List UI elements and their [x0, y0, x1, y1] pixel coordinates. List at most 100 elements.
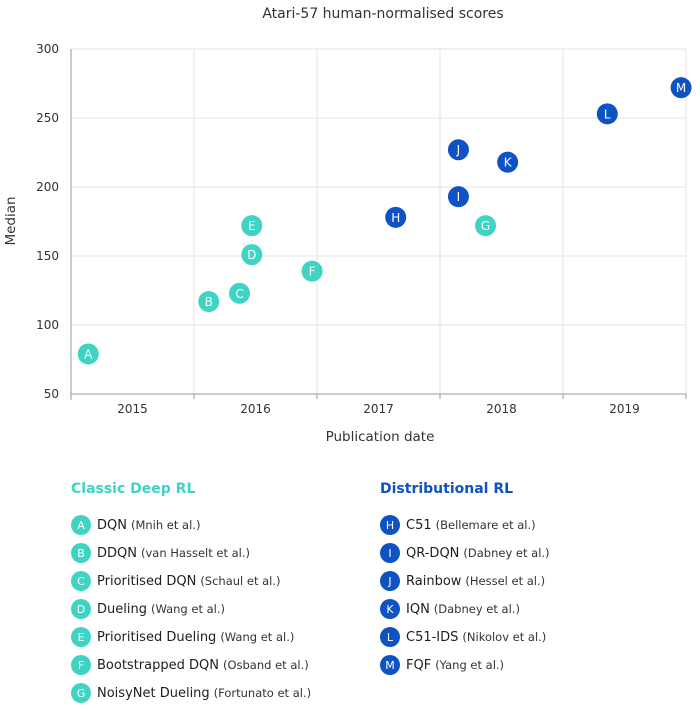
point-marker: [497, 151, 519, 173]
legend-method-name: DQN: [97, 517, 127, 533]
legend-method-name: Bootstrapped DQN: [97, 657, 219, 673]
point-marker: [447, 186, 469, 208]
legend-badge: E: [71, 627, 91, 647]
point-label: G: [481, 219, 490, 233]
data-point-g: G: [475, 215, 497, 237]
legend-title-classic: Classic Deep RL: [71, 481, 196, 497]
point-marker: [241, 244, 263, 266]
legend-authors: (Wang et al.): [150, 602, 226, 616]
legend-method-name: C51-IDS: [406, 629, 459, 645]
point-marker: [670, 77, 692, 99]
legend-item-f: F Bootstrapped DQN (Osband et al.): [71, 651, 311, 679]
y-tick-label: 200: [36, 180, 59, 194]
legend-item-e: E Prioritised Dueling (Wang et al.): [71, 623, 311, 651]
point-marker: [385, 206, 407, 228]
data-points: A B C D E F G H I J K L M: [77, 77, 692, 365]
chart-title: Atari-57 human-normalised scores: [262, 6, 503, 22]
data-point-h: H: [385, 206, 407, 228]
data-point-i: I: [447, 186, 469, 208]
data-point-f: F: [301, 260, 323, 282]
legend-authors: (van Hasselt et al.): [140, 546, 251, 560]
legend-badge: M: [380, 655, 400, 675]
legend-authors: (Osband et al.): [222, 658, 309, 672]
point-label: H: [391, 211, 400, 225]
point-marker: [241, 215, 263, 237]
y-tick-label: 300: [36, 42, 59, 56]
legend-method-name: FQF: [406, 657, 432, 673]
y-tick-label: 100: [36, 318, 59, 332]
legend-method-name: IQN: [406, 601, 430, 617]
legend-method-name: DDQN: [97, 545, 137, 561]
legend-badge: F: [71, 655, 91, 675]
x-axis-label: Publication date: [326, 429, 435, 445]
legend-badge: D: [71, 599, 91, 619]
point-label: M: [676, 81, 686, 95]
legend-item-l: L C51-IDS (Nikolov et al.): [380, 623, 550, 651]
legend-item-b: B DDQN (van Hasselt et al.): [71, 539, 311, 567]
legend-method-name: QR-DQN: [406, 545, 460, 561]
legend-method-name: Dueling: [97, 601, 147, 617]
legend-method-name: NoisyNet Dueling: [97, 685, 210, 701]
point-label: L: [604, 107, 611, 121]
legend-method-name: Prioritised DQN: [97, 573, 197, 589]
legend-badge: B: [71, 543, 91, 563]
legend-item-i: I QR-DQN (Dabney et al.): [380, 539, 550, 567]
point-label: C: [235, 287, 243, 301]
legend-method-name: Rainbow: [406, 573, 462, 589]
scatter-chart: Atari-57 human-normalised scores 50 100 15…: [3, 6, 692, 445]
legend-authors: (Yang et al.): [435, 658, 505, 672]
legend-badge: J: [380, 571, 400, 591]
x-tick-label: 2017: [363, 402, 394, 416]
legend-badge: C: [71, 571, 91, 591]
legend-authors: (Wang et al.): [220, 630, 295, 644]
legend-authors: (Nikolov et al.): [462, 630, 547, 644]
y-tick-label: 50: [44, 387, 59, 401]
data-point-c: C: [229, 282, 251, 304]
point-label: J: [456, 143, 461, 157]
y-tick-label: 150: [36, 249, 59, 263]
legend-classic: A DQN (Mnih et al.) B DDQN (van Hasselt et al…: [71, 511, 311, 707]
point-label: A: [84, 347, 93, 361]
data-point-m: M: [670, 77, 692, 99]
legend-badge: I: [380, 543, 400, 563]
point-label: F: [309, 265, 316, 279]
legend-authors: (Mnih et al.): [130, 518, 201, 532]
legend-badge: H: [380, 515, 400, 535]
legend-badge: G: [71, 683, 91, 703]
y-tick-label: 250: [36, 111, 59, 125]
point-marker: [475, 215, 497, 237]
point-label: E: [248, 219, 256, 233]
data-point-a: A: [77, 343, 99, 365]
legend-authors: (Schaul et al.): [200, 574, 281, 588]
legend-badge: K: [380, 599, 400, 619]
point-marker: [596, 103, 618, 125]
point-marker: [447, 139, 469, 161]
legend-badge: A: [71, 515, 91, 535]
legend-badge: L: [380, 627, 400, 647]
legend-item-h: H C51 (Bellemare et al.): [380, 511, 550, 539]
legend-item-m: M FQF (Yang et al.): [380, 651, 550, 679]
grid: [70, 48, 687, 400]
legend-distributional: H C51 (Bellemare et al.) I QR-DQN (Dabney et …: [380, 511, 550, 679]
legend-authors: (Dabney et al.): [463, 546, 550, 560]
legend-item-k: K IQN (Dabney et al.): [380, 595, 550, 623]
legend-authors: (Bellemare et al.): [435, 518, 536, 532]
point-label: B: [205, 295, 213, 309]
x-tick-label: 2019: [609, 402, 640, 416]
legend-authors: (Dabney et al.): [433, 602, 520, 616]
data-point-e: E: [241, 215, 263, 237]
data-point-j: J: [447, 139, 469, 161]
point-label: D: [247, 248, 256, 262]
legend-item-c: C Prioritised DQN (Schaul et al.): [71, 567, 311, 595]
point-marker: [229, 282, 251, 304]
point-label: K: [504, 156, 513, 170]
data-point-l: L: [596, 103, 618, 125]
data-point-b: B: [198, 291, 220, 313]
x-tick-label: 2015: [117, 402, 148, 416]
x-tick-label: 2018: [486, 402, 517, 416]
legend-item-g: G NoisyNet Dueling (Fortunato et al.): [71, 679, 311, 707]
point-marker: [198, 291, 220, 313]
legend-method-name: Prioritised Dueling: [97, 629, 217, 645]
legend-item-d: D Dueling (Wang et al.): [71, 595, 311, 623]
legend-item-j: J Rainbow (Hessel et al.): [380, 567, 550, 595]
